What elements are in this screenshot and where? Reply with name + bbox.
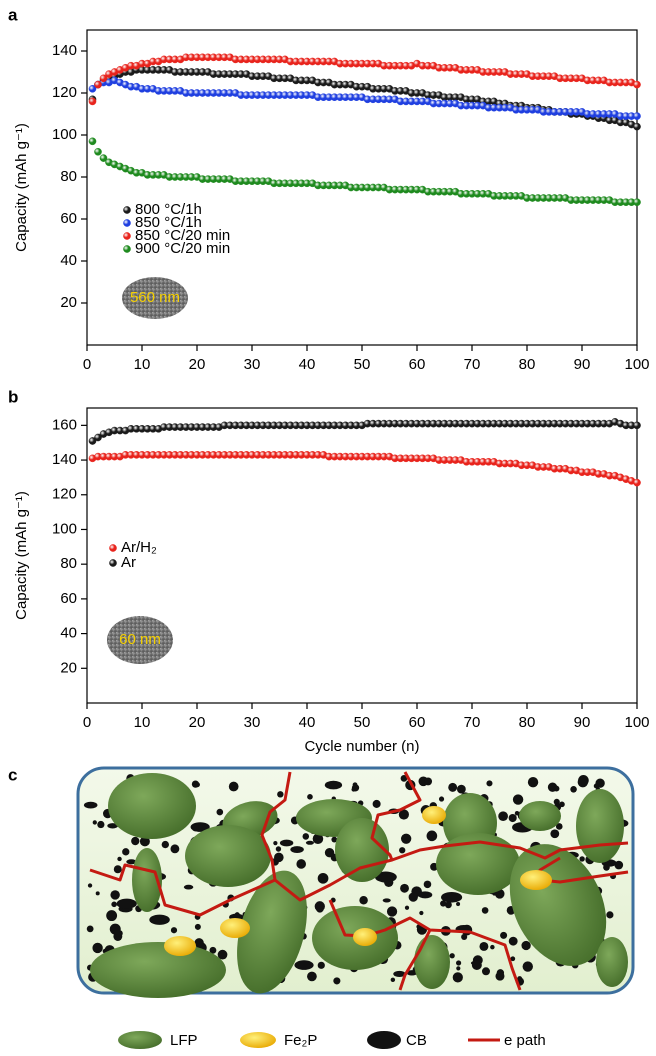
y-tick-label: 80 (60, 555, 77, 572)
legend-label: 850 °C/20 min (135, 227, 230, 244)
y-tick-label: 100 (52, 126, 77, 143)
tem-inset (107, 616, 173, 664)
data-point (88, 137, 97, 146)
data-point (94, 147, 102, 156)
lfp-particles (90, 773, 628, 998)
y-tick-label: 120 (52, 84, 77, 101)
y-axis-label: Capacity (mAh g⁻¹) (13, 123, 30, 252)
legend-marker (123, 206, 131, 214)
diagram (76, 766, 635, 998)
legend-label: LFP (170, 1032, 198, 1049)
inset-label: 60 nm (119, 631, 161, 648)
data-point (633, 112, 641, 120)
legend-label: 800 °C/1h (135, 201, 202, 218)
panel-label: a (8, 5, 18, 24)
legend-marker (123, 245, 131, 253)
x-tick-label: 90 (574, 714, 591, 731)
y-tick-label: 160 (52, 416, 77, 433)
panel-label: b (8, 387, 18, 406)
y-tick-label: 40 (60, 252, 77, 269)
data-point (88, 85, 97, 93)
data-point (94, 433, 102, 442)
y-tick-label: 60 (60, 210, 77, 227)
legend-marker (123, 232, 131, 240)
x-tick-label: 10 (134, 356, 151, 373)
x-tick-label: 0 (83, 714, 91, 731)
diagram-legend: LFP Fe₂P CB e path (118, 1031, 546, 1049)
y-tick-label: 40 (60, 625, 77, 642)
panel-label: c (8, 765, 17, 784)
fe2p-particles (164, 806, 552, 956)
data-point (88, 97, 97, 106)
legend-swatch (240, 1032, 276, 1048)
x-tick-label: 100 (624, 714, 649, 731)
data-point (633, 421, 641, 430)
y-tick-label: 60 (60, 590, 77, 607)
y-tick-label: 140 (52, 451, 77, 468)
data-point (99, 154, 108, 162)
y-tick-label: 140 (52, 42, 77, 59)
e-paths (89, 771, 629, 991)
legend-marker (109, 559, 117, 567)
data-point (633, 80, 641, 89)
legend-label: 900 °C/20 min (135, 240, 230, 257)
legend-label: Fe₂P (284, 1032, 317, 1049)
y-tick-label: 100 (52, 520, 77, 537)
inset-label: 560 nm (130, 289, 180, 306)
y-tick-label: 20 (60, 659, 77, 676)
x-tick-label: 10 (134, 714, 151, 731)
legend-label: Ar (121, 554, 136, 571)
x-tick-label: 30 (244, 714, 261, 731)
data-point (633, 198, 641, 206)
data-point (88, 437, 97, 445)
legend-marker (123, 219, 131, 227)
y-tick-label: 120 (52, 486, 77, 503)
y-axis-label: Capacity (mAh g⁻¹) (13, 491, 30, 620)
legend-label: 850 °C/1h (135, 214, 202, 231)
data-point (633, 478, 641, 487)
chart: 20 40 60 80 100 120 140 0 10 20 30 40 50 60 70 80 90 100 C… (13, 29, 650, 373)
x-tick-label: 50 (354, 356, 371, 373)
x-tick-label: 30 (244, 356, 261, 373)
x-tick-label: 70 (464, 356, 481, 373)
legend-swatch (118, 1031, 162, 1049)
chart: 20 40 60 80 100 120 140 160 0 10 20 30 40 50 60 70 80 90 1… (13, 407, 650, 755)
x-tick-label: 90 (574, 356, 591, 373)
x-tick-label: 80 (519, 356, 536, 373)
y-tick-label: 20 (60, 294, 77, 311)
x-tick-label: 20 (189, 714, 206, 731)
x-tick-label: 40 (299, 714, 316, 731)
legend-label: e path (504, 1032, 546, 1049)
x-tick-label: 50 (354, 714, 371, 731)
data-point (94, 80, 102, 89)
x-tick-label: 0 (83, 356, 91, 373)
x-tick-label: 20 (189, 356, 206, 373)
tem-inset (122, 277, 188, 319)
legend-marker (109, 544, 117, 552)
x-tick-label: 60 (409, 714, 426, 731)
y-tick-label: 80 (60, 168, 77, 185)
x-tick-label: 60 (409, 356, 426, 373)
x-axis-label: Cycle number (n) (304, 738, 419, 755)
legend-label: CB (406, 1032, 427, 1049)
x-tick-label: 40 (299, 356, 316, 373)
x-tick-label: 100 (624, 356, 649, 373)
legend-swatch (367, 1031, 401, 1049)
data-point (633, 122, 641, 131)
legend-label: Ar/H₂ (121, 539, 157, 556)
x-tick-label: 80 (519, 714, 536, 731)
data-point (99, 74, 108, 83)
x-tick-label: 70 (464, 714, 481, 731)
